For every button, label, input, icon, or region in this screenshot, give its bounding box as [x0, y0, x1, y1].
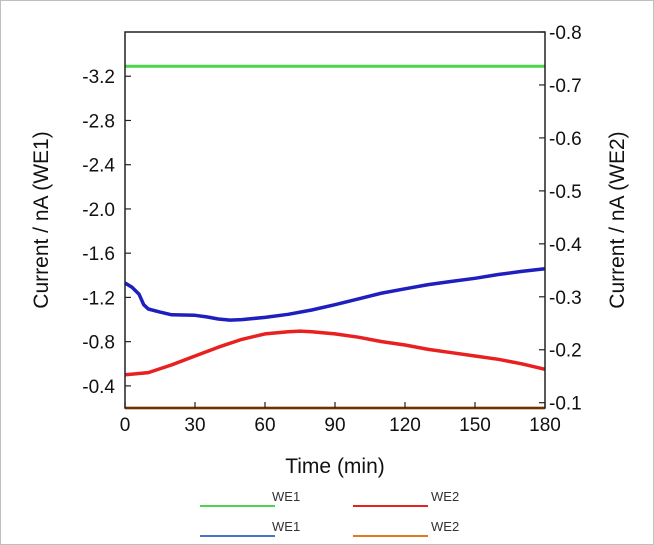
- series-line-we1-right: [124, 266, 546, 322]
- y-right-tick-label: -0.1: [549, 394, 582, 415]
- y-left-tick-label: -0.8: [82, 333, 115, 354]
- y-right-tick-label: -0.4: [549, 235, 582, 256]
- legend-label: WE2: [431, 489, 459, 504]
- y-left-tick-label: -2.8: [82, 111, 115, 132]
- x-tick-label: 0: [120, 415, 131, 436]
- y-axis-right-title: Current / nA (WE2): [606, 131, 629, 308]
- y-right-tick-label: -0.7: [549, 76, 582, 97]
- y-left-tick-label: -1.2: [82, 288, 115, 309]
- plot-area-border: [124, 31, 546, 409]
- x-tick-label: 60: [254, 415, 275, 436]
- y-right-tick-label: -0.8: [549, 23, 582, 44]
- legend-label: WE2: [431, 519, 459, 534]
- x-axis-title: Time (min): [285, 455, 385, 478]
- y-right-tick-label: -0.6: [549, 129, 582, 150]
- x-tick-label: 30: [184, 415, 205, 436]
- x-tick-label: 90: [324, 415, 345, 436]
- series-line-we2-left: [124, 329, 546, 377]
- series-layer: [124, 64, 546, 410]
- y-right-tick-label: -0.2: [549, 341, 582, 362]
- x-tick-label: 150: [459, 415, 491, 436]
- y-left-tick-label: -3.2: [82, 67, 115, 88]
- y-left-tick-label: -2.0: [82, 200, 115, 221]
- x-tick-label: 120: [389, 415, 421, 436]
- y-left-tick-label: -2.4: [82, 156, 115, 177]
- y-right-tick-label: -0.5: [549, 182, 582, 203]
- ticks-layer: 0 30 60 90 120 150 180 -0.4 -0.8 -1.2 -1.6 -2.0 -2.4…: [82, 23, 582, 436]
- y-left-tick-label: -1.6: [82, 244, 115, 265]
- legend-label: WE1: [272, 519, 300, 534]
- x-tick-label: 180: [529, 415, 561, 436]
- legend: WE1 WE2 WE1 WE2: [200, 489, 459, 537]
- y-left-tick-label: -0.4: [82, 377, 115, 398]
- y-right-tick-label: -0.3: [549, 288, 582, 309]
- y-axis-left-title: Current / nA (WE1): [30, 131, 53, 308]
- legend-label: WE1: [272, 489, 300, 504]
